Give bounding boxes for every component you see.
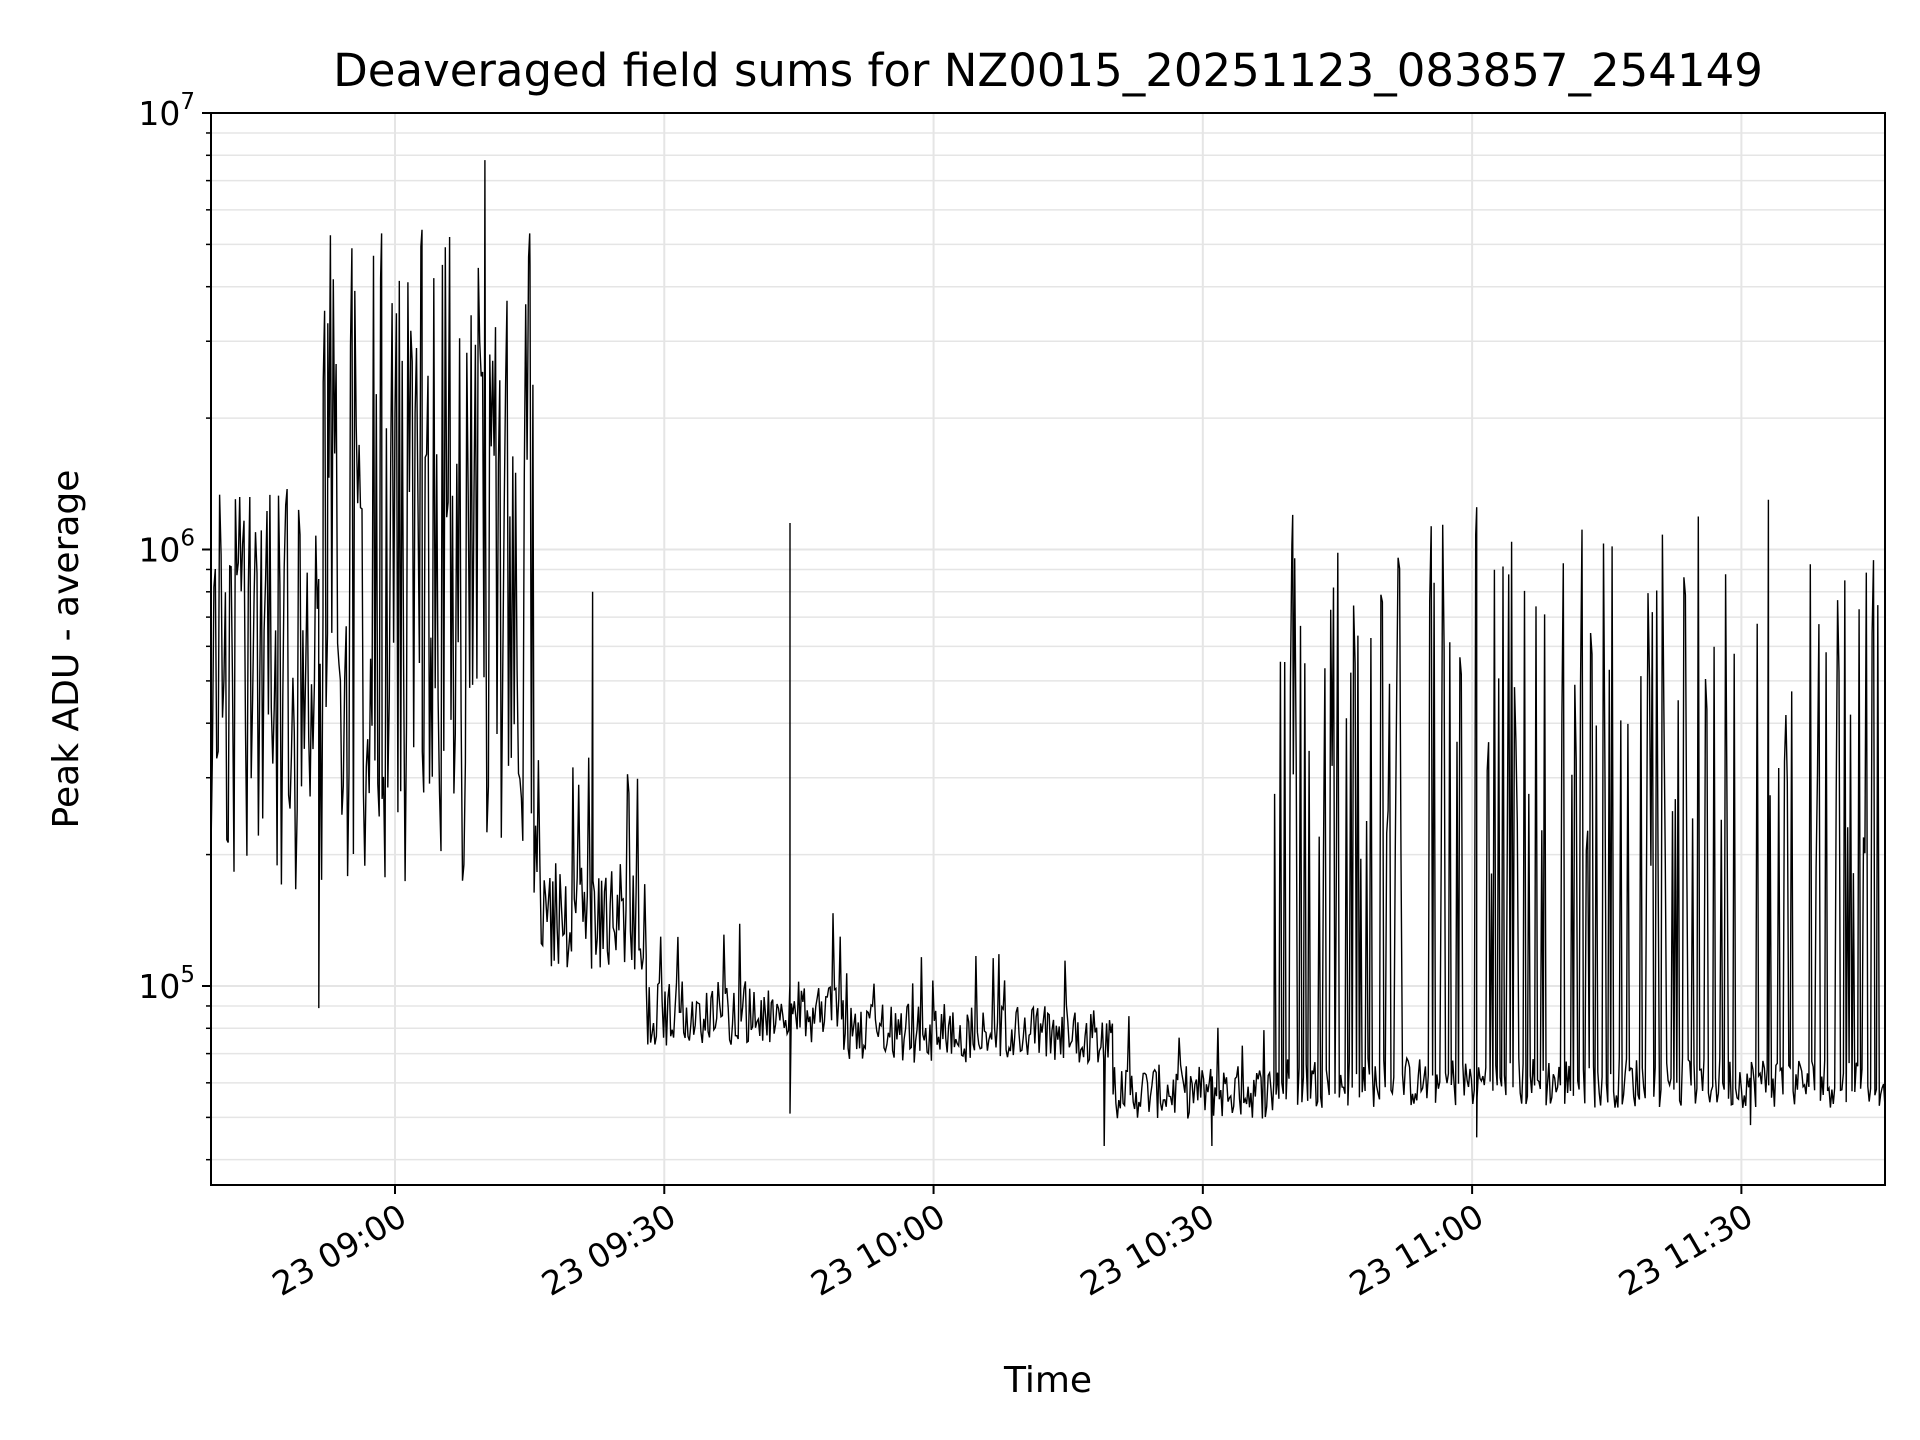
y-tick-label: 107 [138,89,195,133]
series-line [211,160,1885,1147]
x-tick-label: 23 11:00 [1343,1196,1490,1304]
x-tick-label: 23 10:00 [804,1196,951,1304]
plot-frame [210,112,1886,1186]
chart-title: Deaveraged field sums for NZ0015_2025112… [333,44,1763,97]
x-tick-label: 23 10:30 [1074,1196,1221,1304]
y-tick-label: 106 [138,525,195,569]
y-tick-label: 105 [138,962,195,1006]
y-axis: 105 106 107 [138,89,211,1161]
y-axis-label: Peak ADU - average [46,470,87,829]
x-tick-label: 23 11:30 [1612,1196,1759,1304]
x-axis-label: Time [1003,1360,1092,1401]
x-tick-label: 23 09:30 [535,1196,682,1304]
series-layer [211,160,1885,1147]
x-tick-label: 23 09:00 [266,1196,413,1304]
x-axis: 23 09:00 23 09:30 23 10:00 23 10:30 23 11:00… [266,1185,1759,1304]
